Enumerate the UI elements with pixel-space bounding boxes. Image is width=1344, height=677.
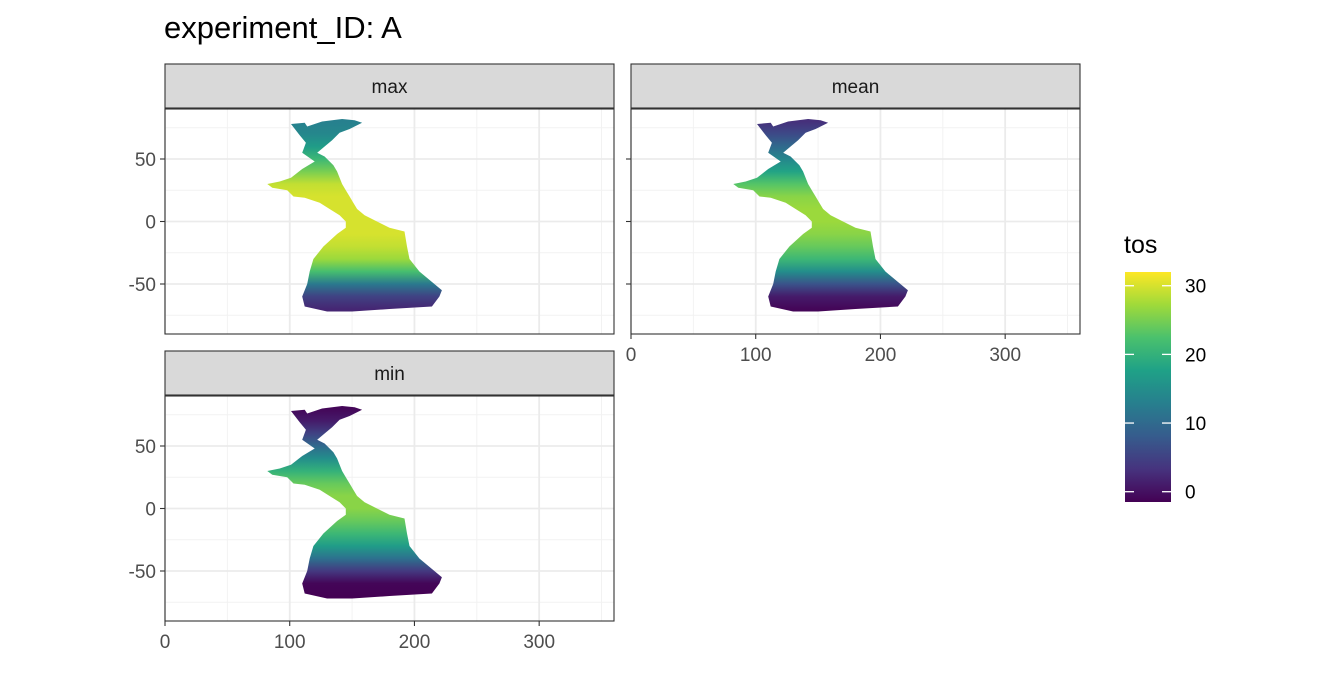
strip-label-min: min	[374, 364, 405, 385]
x-tick-label: 200	[865, 345, 897, 366]
y-tick-label: -50	[129, 275, 156, 296]
x-tick-label: 200	[399, 632, 431, 653]
legend-colorbar	[1125, 272, 1171, 502]
panel-mean: mean 0 100 200 300	[626, 63, 1081, 366]
legend-title: tos	[1124, 231, 1157, 259]
tos-field-mean	[733, 119, 908, 312]
legend-tick-label: 30	[1185, 277, 1206, 298]
legend-tick-label: 10	[1185, 414, 1206, 435]
y-tick-label: 50	[135, 437, 156, 458]
y-tick-label: 0	[145, 500, 156, 521]
x-tick-label: 100	[740, 345, 772, 366]
x-tick-label: 0	[160, 632, 171, 653]
tos-field-min	[267, 406, 442, 599]
strip-mean	[630, 63, 1081, 109]
y-tick-label: -50	[129, 562, 156, 583]
strip-max	[164, 63, 615, 109]
x-tick-label: 300	[989, 345, 1021, 366]
plot-title: experiment_ID: A	[164, 10, 402, 45]
panel-max: max -50 0 50	[129, 63, 615, 335]
strip-min	[164, 350, 615, 396]
y-tick-label: 0	[145, 213, 156, 234]
x-tick-label: 100	[274, 632, 306, 653]
y-tick-label: 50	[135, 150, 156, 171]
panel-min: min -50 0 50 0 100 200 300	[129, 350, 615, 653]
x-tick-label: 0	[626, 345, 637, 366]
x-tick-label: 300	[523, 632, 555, 653]
legend: tos 0 10 20 30	[1124, 231, 1206, 504]
strip-label-mean: mean	[832, 77, 880, 98]
legend-tick-label: 20	[1185, 345, 1206, 366]
strip-label-max: max	[372, 77, 408, 98]
tos-field-max	[267, 119, 442, 312]
legend-tick-label: 0	[1185, 483, 1196, 504]
